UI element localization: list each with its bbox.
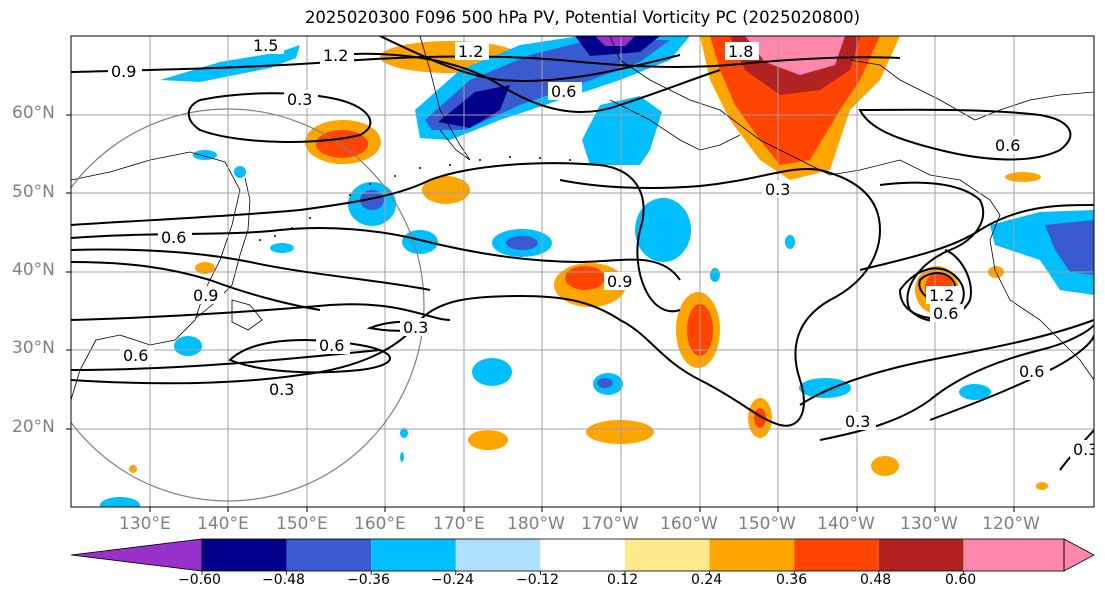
colorbar-bin — [878, 539, 964, 571]
contour-label: 1.5 — [253, 36, 278, 55]
colorbar-bin — [371, 539, 456, 571]
colorbar-tick-label: −0.48 — [262, 572, 305, 588]
longitude-label: 140°E — [197, 514, 249, 534]
colorbar-extend-high — [1063, 538, 1095, 572]
colorbar-frame — [201, 538, 1065, 572]
longitude-label: 180°W — [507, 514, 565, 534]
colorbar-tick-label: −0.36 — [347, 572, 390, 588]
contour-label: 1.2 — [323, 46, 348, 65]
colorbar — [70, 538, 1095, 575]
contour-label: 0.6 — [123, 346, 148, 365]
contour-labels: 1.5 1.2 0.9 1.2 1.8 0.3 0.6 0.6 0.6 0.9 … — [111, 36, 1098, 459]
colorbar-tick-label: −0.60 — [178, 572, 221, 588]
colorbar-extend-low — [70, 538, 203, 572]
longitude-label: 170°W — [581, 514, 639, 534]
longitude-label: 160°E — [354, 514, 406, 534]
map-title: 2025020300 F096 500 hPa PV, Potential Vo… — [304, 8, 861, 27]
colorbar-bin — [794, 539, 879, 571]
colorbar-tick-label: 0.60 — [945, 572, 977, 588]
contour-label: 0.3 — [269, 380, 294, 399]
longitude-label: 160°W — [660, 514, 718, 534]
contour-label: 1.2 — [929, 286, 954, 305]
colorbar-bin — [540, 539, 625, 571]
colorbar-bin — [963, 539, 1064, 571]
colorbar-bin — [455, 539, 541, 571]
contour-label: 0.9 — [607, 272, 632, 291]
colorbar-tick-label: 0.48 — [860, 572, 892, 588]
contour-label: 0.9 — [193, 286, 218, 305]
latitude-label: 50°N — [12, 182, 55, 202]
colorbar-bin — [625, 539, 710, 571]
longitude-label: 150°W — [738, 514, 796, 534]
colorbar-bin — [286, 539, 372, 571]
longitude-label: 130°E — [119, 514, 171, 534]
contour-label: 0.6 — [933, 304, 958, 323]
longitude-label: 120°W — [982, 514, 1040, 534]
colorbar-tick-label: 0.12 — [607, 572, 639, 588]
contour-label: 0.6 — [551, 82, 576, 101]
contour-label: 1.2 — [458, 42, 483, 61]
longitude-label: 150°E — [276, 514, 328, 534]
latitude-label: 40°N — [12, 260, 55, 280]
longitude-label: 170°E — [433, 514, 485, 534]
contour-label: 0.3 — [845, 412, 870, 431]
contour-label: 0.3 — [403, 318, 428, 337]
contour-label: 0.3 — [287, 90, 312, 109]
graticule — [71, 36, 1094, 507]
contour-label: 0.9 — [111, 62, 136, 81]
longitude-label: 130°W — [900, 514, 958, 534]
colorbar-bin — [709, 539, 795, 571]
contour-label: 0.6 — [995, 136, 1020, 155]
colorbar-tick-label: −0.12 — [516, 572, 559, 588]
contour-label: 0.3 — [1073, 440, 1098, 459]
contour-label: 0.6 — [161, 228, 186, 247]
range-circle — [71, 108, 425, 502]
latitude-label: 30°N — [12, 338, 55, 358]
contour-label: 0.6 — [319, 336, 344, 355]
contour-label: 0.6 — [1019, 362, 1044, 381]
latitude-label: 20°N — [12, 417, 55, 437]
contour-label-bg — [108, 36, 1094, 458]
contour-label: 0.3 — [765, 180, 790, 199]
colorbar-tick-label: 0.36 — [776, 572, 808, 588]
longitude-label: 140°W — [817, 514, 875, 534]
axis-ticks — [66, 114, 1015, 512]
contour-label: 1.8 — [728, 42, 753, 61]
colorbar-tick-label: −0.24 — [431, 572, 474, 588]
coastlines — [71, 36, 1094, 401]
latitude-label: 60°N — [12, 103, 55, 123]
colorbar-bin — [202, 539, 287, 571]
colorbar-tick-label: 0.24 — [691, 572, 723, 588]
